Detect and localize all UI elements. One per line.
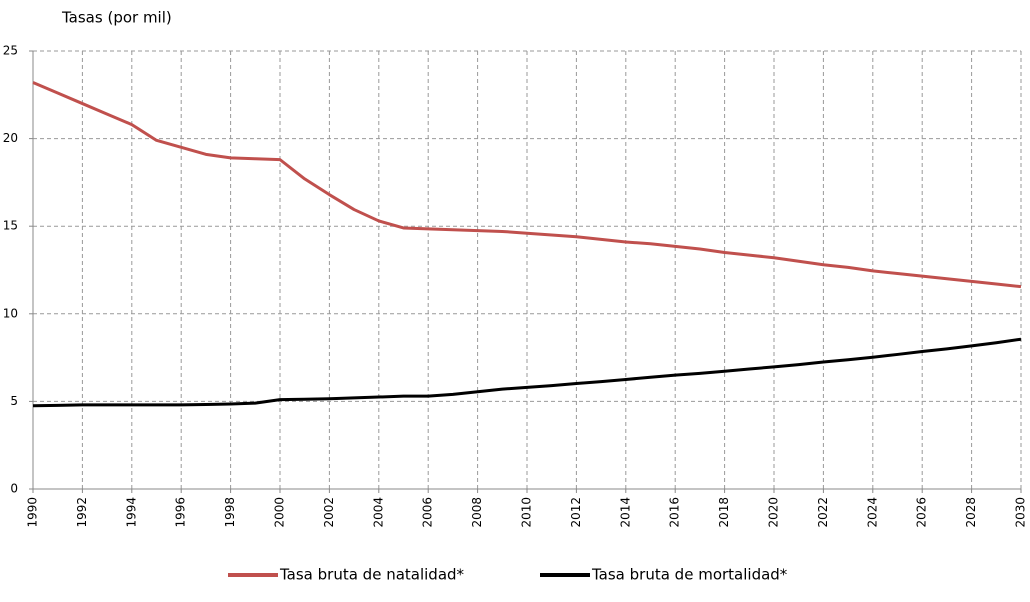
legend-label: Tasa bruta de mortalidad* [591,566,788,584]
x-tick-label: 1990 [26,497,40,528]
x-tick-label: 2010 [520,497,534,528]
series-line [32,81,1022,289]
x-tick-label: 2028 [964,497,978,528]
x-tick-label: 2024 [865,497,879,528]
x-tick-label: 1992 [75,497,89,528]
x-tick-label: 2012 [569,497,583,528]
x-tick-label: 2018 [717,497,731,528]
x-tick-label: 2006 [421,497,435,528]
legend-label: Tasa bruta de natalidad* [279,566,465,584]
x-tick-label: 2016 [668,497,682,528]
x-tick-label: 2004 [371,497,385,528]
x-tick-label: 1994 [124,497,138,528]
y-tick-label: 15 [3,219,18,233]
series-line [32,337,1022,408]
x-tick-label: 2002 [322,497,336,528]
x-tick-label: 2022 [816,497,830,528]
y-tick-label: 20 [3,131,18,145]
x-tick-label: 2026 [915,497,929,528]
x-tick-label: 1996 [174,497,188,528]
x-tick-label: 2008 [470,497,484,528]
y-tick-label: 10 [3,306,18,320]
y-tick-label: 0 [10,482,18,496]
x-tick-label: 1998 [223,497,237,528]
x-tick-label: 2000 [273,497,287,528]
x-tick-label: 2020 [767,497,781,528]
x-tick-label: 2014 [618,497,632,528]
y-axis-label: Tasas (por mil) [61,9,172,27]
y-tick-label: 5 [10,394,18,408]
x-tick-label: 2030 [1014,497,1028,528]
y-tick-label: 25 [3,44,18,58]
